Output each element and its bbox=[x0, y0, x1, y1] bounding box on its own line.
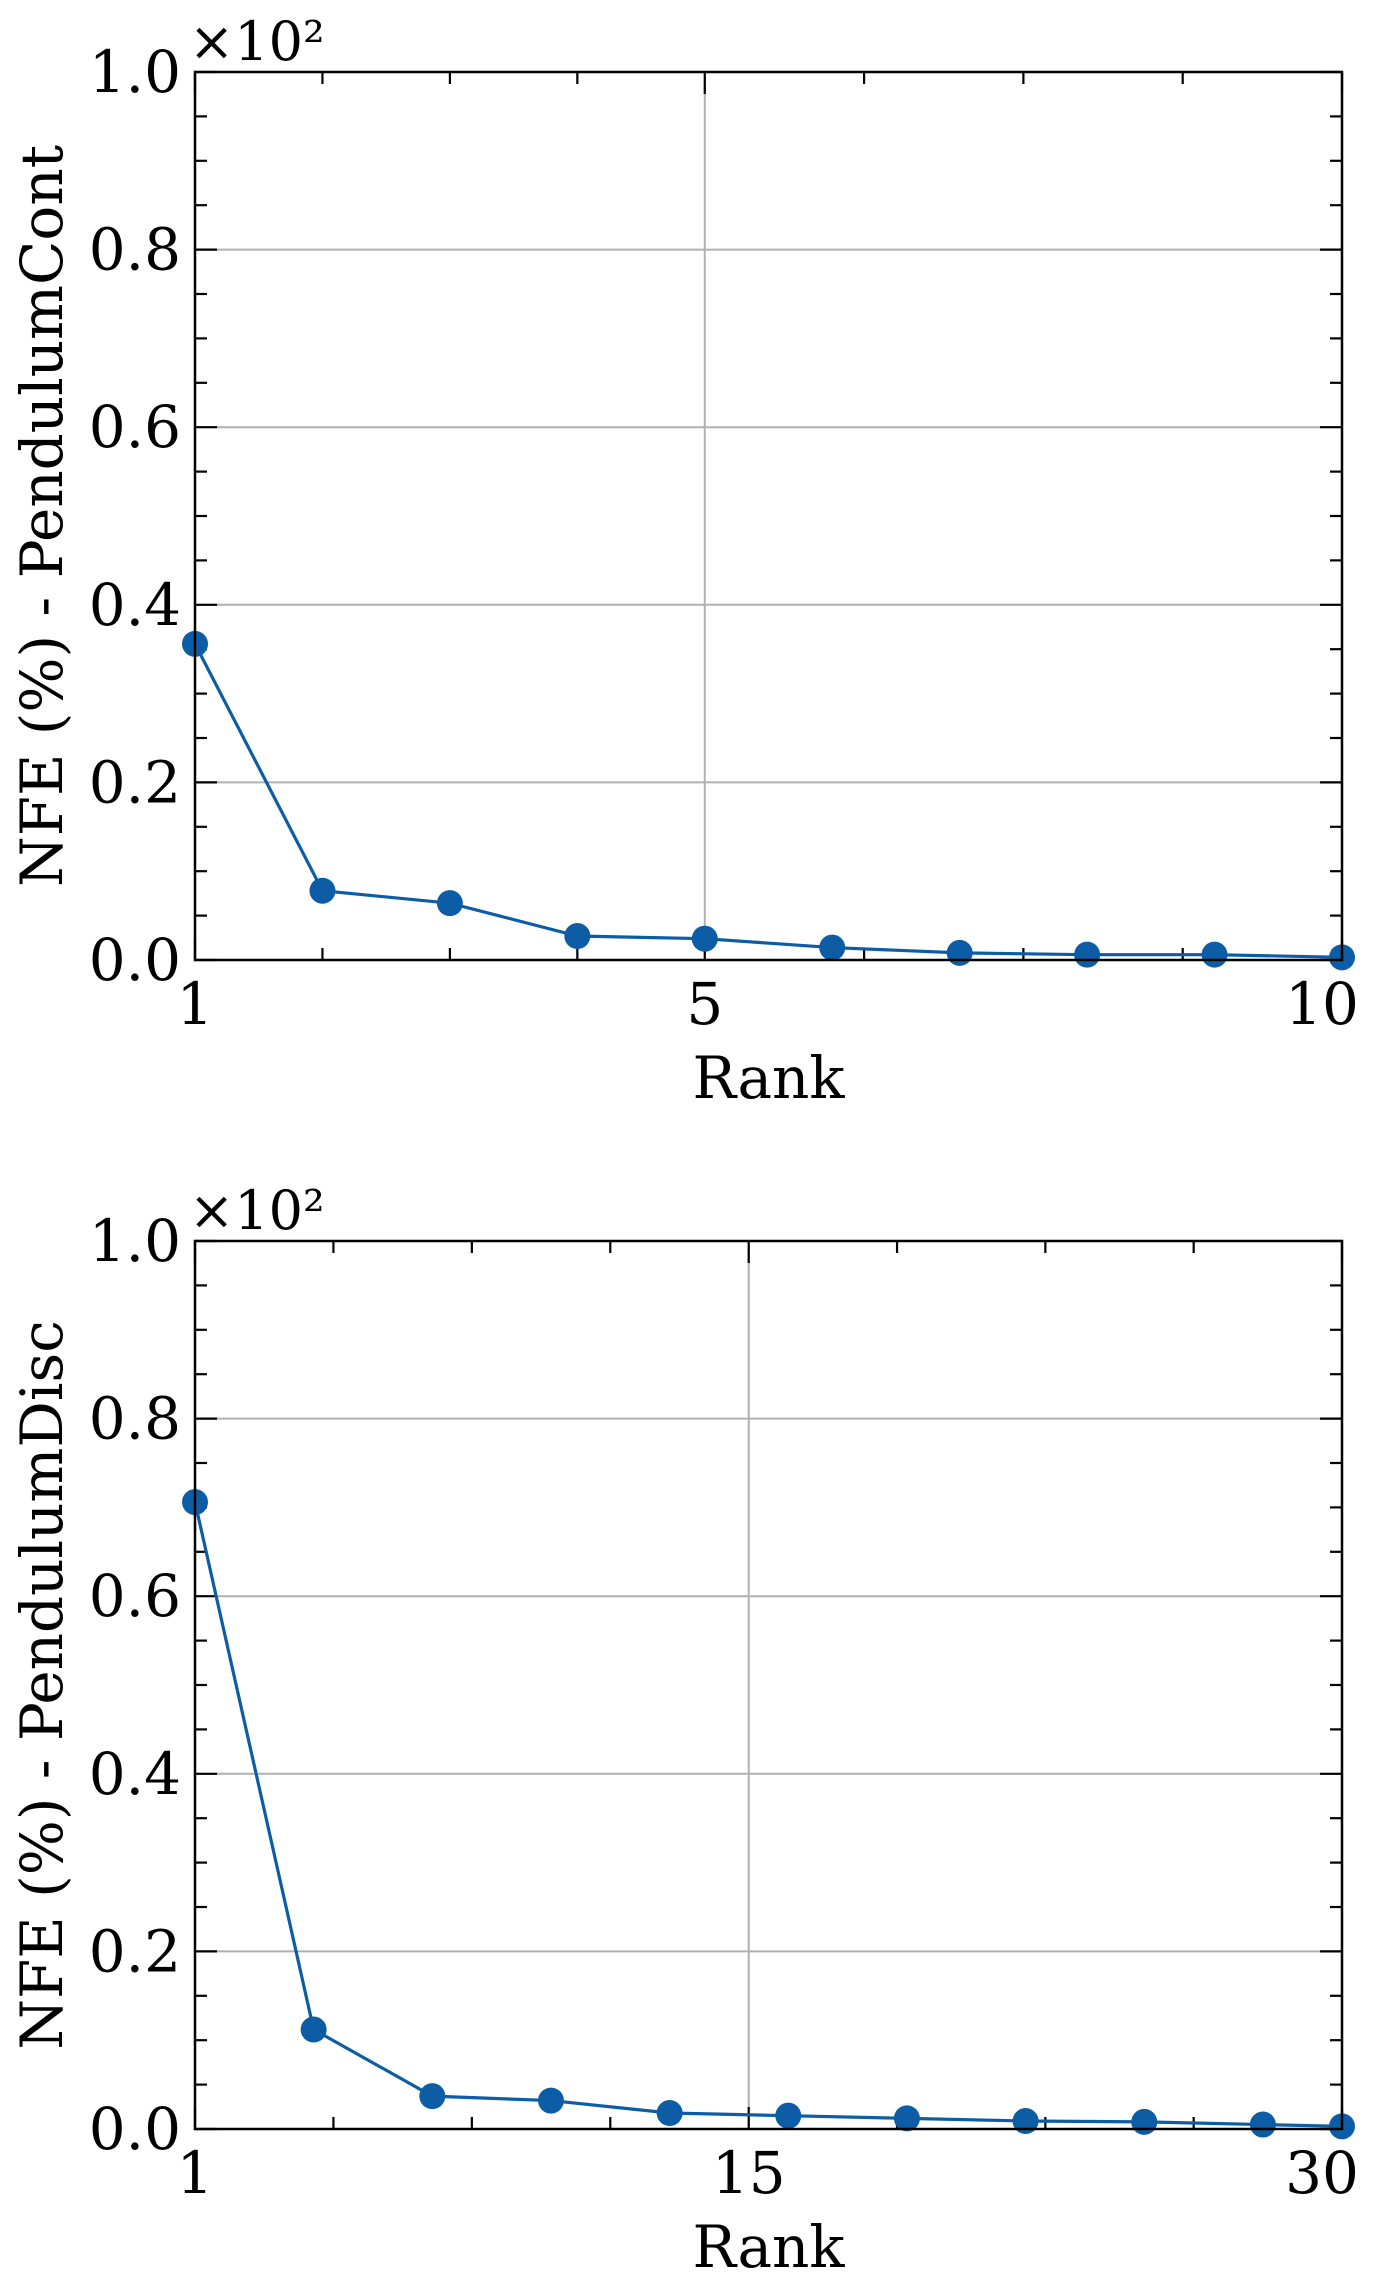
y-tick-label: 0.2 bbox=[89, 748, 181, 816]
y-tick-label: 0.4 bbox=[89, 1740, 181, 1808]
axis-ticks bbox=[193, 70, 1344, 962]
data-point bbox=[656, 2100, 683, 2127]
chart-pendulum-disc: 0.0 0.2 0.4 0.6 0.8 1.0 1 15 30 Rank NFE (%) - Pen… bbox=[8, 1179, 1359, 2281]
y-multiplier-label: ×10² bbox=[189, 10, 325, 73]
data-point bbox=[893, 2105, 920, 2132]
y-tick-label: 0.6 bbox=[89, 1562, 181, 1630]
y-tick-label: 0.4 bbox=[89, 571, 181, 639]
data-point bbox=[691, 925, 718, 952]
data-point bbox=[564, 923, 591, 950]
grid bbox=[195, 72, 1342, 960]
data-point bbox=[419, 2083, 446, 2110]
axis-ticks bbox=[193, 1239, 1344, 2131]
y-tick-label: 1.0 bbox=[89, 1207, 181, 1275]
series bbox=[182, 1489, 1355, 2140]
x-tick-label: 5 bbox=[686, 970, 723, 1038]
data-point bbox=[1012, 2108, 1039, 2135]
y-tick-label: 0.0 bbox=[89, 926, 181, 994]
x-axis-label: Rank bbox=[692, 2213, 845, 2281]
x-tick-label: 15 bbox=[712, 2139, 786, 2207]
x-tick-label: 10 bbox=[1285, 970, 1359, 1038]
data-point bbox=[436, 890, 463, 917]
y-multiplier-label: ×10² bbox=[189, 1179, 325, 1242]
data-point bbox=[537, 2087, 564, 2114]
data-point bbox=[1131, 2108, 1158, 2135]
x-tick-label: 1 bbox=[177, 2139, 214, 2207]
y-tick-label: 0.0 bbox=[89, 2095, 181, 2163]
data-point bbox=[1249, 2111, 1276, 2138]
data-point bbox=[309, 877, 336, 904]
x-tick-label: 1 bbox=[177, 970, 214, 1038]
data-point bbox=[946, 939, 973, 966]
series-line bbox=[193, 643, 1343, 959]
y-tick-label: 0.8 bbox=[89, 1385, 181, 1453]
data-point bbox=[300, 2016, 327, 2043]
y-tick-label: 1.0 bbox=[89, 38, 181, 106]
y-tick-label: 0.2 bbox=[89, 1917, 181, 1985]
x-axis-label: Rank bbox=[692, 1044, 845, 1112]
y-tick-label: 0.8 bbox=[89, 216, 181, 284]
plot-frame bbox=[193, 70, 1344, 962]
data-point bbox=[1074, 941, 1101, 968]
x-tick-label: 30 bbox=[1285, 2139, 1359, 2207]
y-axis-label: NFE (%) - PendulumCont bbox=[8, 145, 76, 887]
chart-pendulum-cont: 0.0 0.2 0.4 0.6 0.8 1.0 1 5 10 Rank NFE (%) - Pend… bbox=[8, 10, 1359, 1112]
data-point bbox=[819, 934, 846, 961]
y-tick-label: 0.6 bbox=[89, 393, 181, 461]
data-point bbox=[1201, 941, 1228, 968]
grid bbox=[195, 1241, 1342, 2129]
y-axis-label: NFE (%) - PendulumDisc bbox=[8, 1320, 76, 2049]
data-point bbox=[775, 2102, 802, 2129]
plot-frame bbox=[193, 1239, 1344, 2131]
series bbox=[182, 630, 1355, 971]
